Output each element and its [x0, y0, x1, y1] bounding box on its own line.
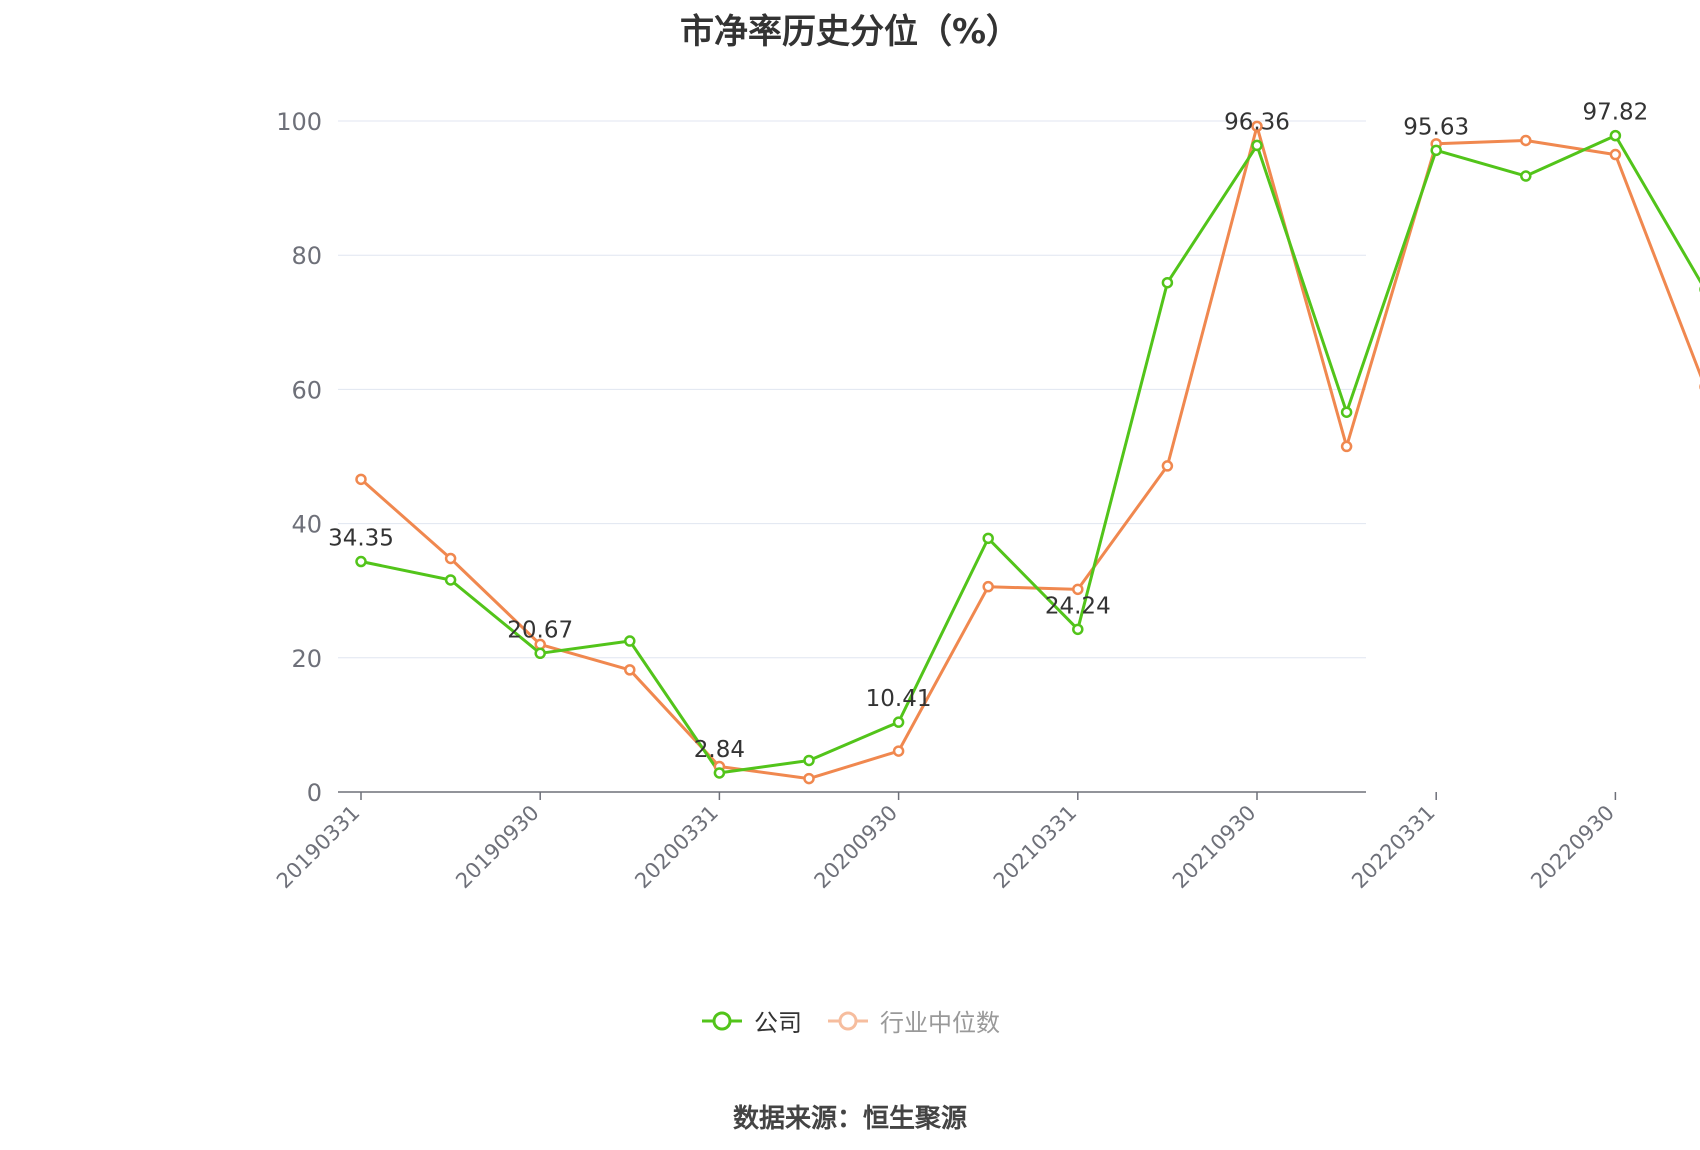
- data-point-s0-1: [444, 574, 457, 586]
- data-label-10: 96.36: [1224, 109, 1290, 135]
- legend-swatch-company-marker: [712, 1011, 732, 1030]
- data-point-s0-5: [803, 754, 815, 767]
- data-point-s1-3: [624, 664, 636, 676]
- data-point-s1-1: [444, 552, 457, 565]
- data-point-s1-6: [892, 745, 905, 757]
- y-tick-label-80: 80: [291, 242, 322, 270]
- x-tick-label-20220930: 20220930: [1526, 801, 1619, 894]
- x-tick-label-20190331: 20190331: [272, 801, 365, 894]
- data-point-s1-11: [1340, 440, 1353, 453]
- data-point-s0-0: [355, 555, 367, 568]
- data-points: [355, 120, 1700, 785]
- data-label-12: 95.63: [1403, 114, 1469, 140]
- y-tick-label-40: 40: [291, 511, 322, 539]
- data-point-s0-2: [534, 647, 546, 660]
- legend-swatch-company: [702, 1011, 742, 1030]
- data-point-s1-8: [1072, 583, 1084, 596]
- x-tick-label-20220331: 20220331: [1347, 801, 1440, 894]
- x-tick-label-20200930: 20200930: [810, 801, 903, 894]
- data-point-s1-13: [1520, 134, 1532, 147]
- data-point-s1-10: [1251, 120, 1263, 133]
- x-tick-label-20210930: 20210930: [1168, 801, 1261, 894]
- data-point-s0-10: [1251, 139, 1263, 152]
- data-point-s0-4: [713, 767, 726, 779]
- data-point-s1-9: [1161, 460, 1174, 472]
- data-point-s1-0: [355, 473, 367, 486]
- data-label-8: 24.24: [1045, 593, 1111, 619]
- x-tick-label-20190930: 20190930: [451, 801, 544, 894]
- legend-swatch-industry: [828, 1011, 868, 1030]
- data-point-s0-11: [1340, 406, 1353, 418]
- series-line-0: [360, 134, 1700, 775]
- axes: 0 20 40 60 80 100 20190331 20190930 20200331 2020…: [272, 108, 1619, 894]
- data-point-s0-13: [1520, 170, 1532, 182]
- chart-title: 市净率历史分位（%）: [679, 12, 1021, 52]
- y-tick-label-20: 20: [291, 645, 322, 673]
- data-point-s0-6: [892, 716, 905, 728]
- x-tick-label-20210331: 20210331: [989, 801, 1082, 894]
- y-tick-label-0: 0: [307, 779, 322, 807]
- legend-label-industry: 行业中位数: [880, 1009, 1000, 1037]
- legend: 公司 行业中位数: [0, 1003, 1700, 1038]
- data-point-s0-7: [982, 532, 994, 545]
- series-lines: [360, 124, 1700, 781]
- legend-swatch-industry-marker: [838, 1011, 858, 1030]
- y-tick-label-60: 60: [291, 376, 322, 404]
- grid-lines: [338, 120, 1366, 659]
- data-label-6: 10.41: [866, 686, 932, 712]
- legend-label-company: 公司: [754, 1009, 802, 1037]
- data-point-s0-9: [1161, 276, 1174, 289]
- data-point-s0-12: [1430, 144, 1442, 157]
- y-tick-label-100: 100: [276, 108, 322, 136]
- series-line-1: [360, 124, 1700, 781]
- legend-item-industry[interactable]: 行业中位数: [826, 1003, 1000, 1038]
- legend-item-company[interactable]: 公司: [700, 1003, 802, 1038]
- data-label-14: 97.82: [1582, 100, 1648, 126]
- data-point-s0-14: [1609, 129, 1622, 142]
- data-point-s1-5: [803, 772, 815, 785]
- data-label-2: 20.67: [507, 617, 573, 643]
- data-labels: 34.3520.672.8410.4124.2496.3695.6397.827…: [328, 100, 1648, 763]
- data-point-s1-14: [1609, 148, 1622, 161]
- data-label-4: 2.84: [694, 737, 745, 763]
- source-note: 数据来源：恒生聚源: [732, 1104, 967, 1134]
- x-tick-label-20200331: 20200331: [630, 801, 723, 894]
- data-point-s0-3: [624, 635, 636, 647]
- data-label-0: 34.35: [328, 526, 394, 552]
- data-point-s0-8: [1072, 623, 1084, 636]
- data-point-s1-7: [982, 580, 994, 593]
